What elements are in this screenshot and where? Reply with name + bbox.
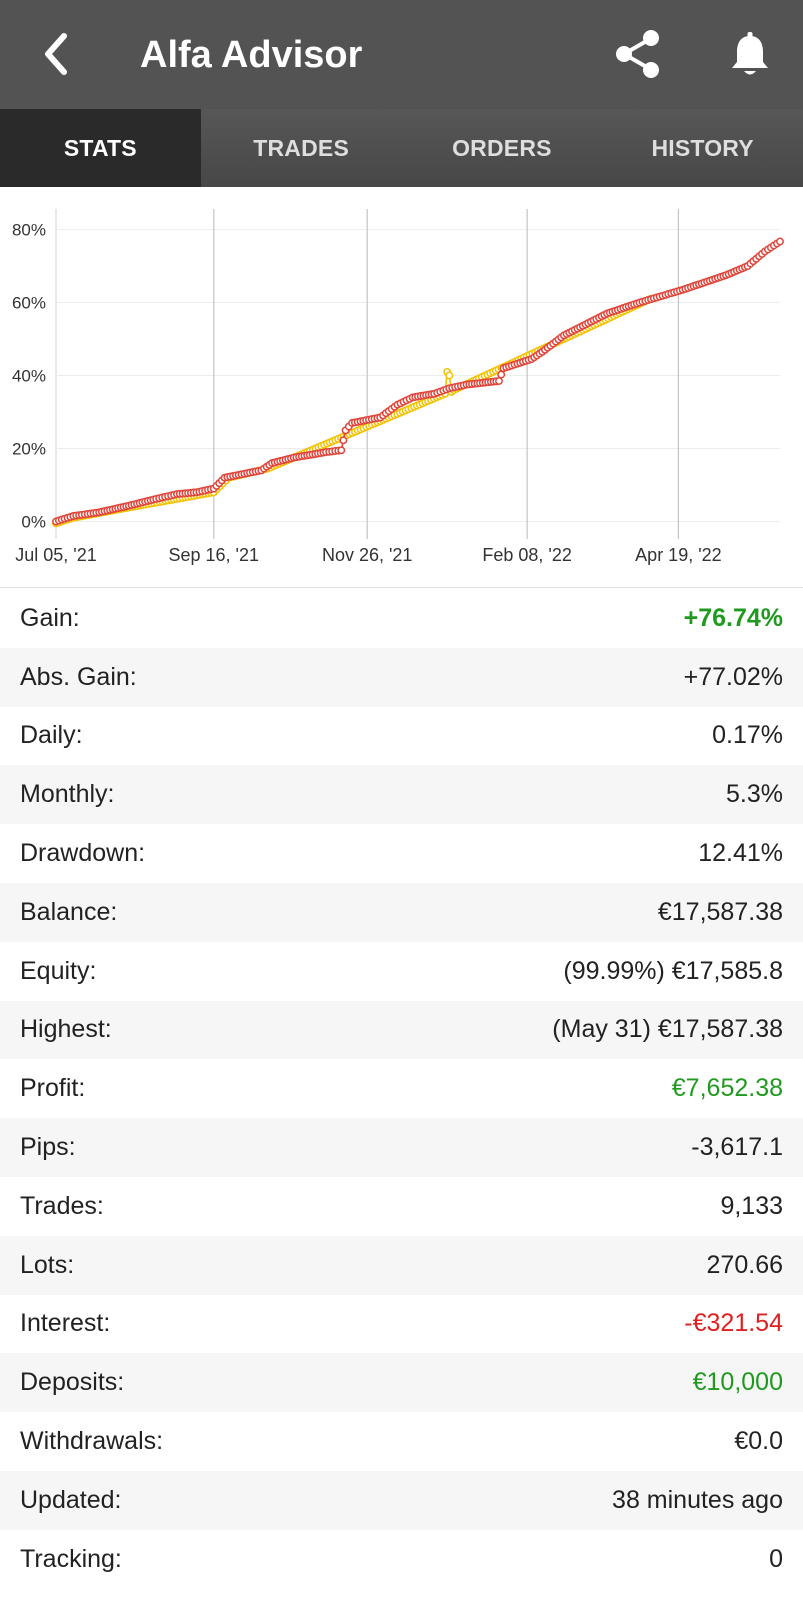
y-tick-label: 80% — [12, 221, 46, 240]
stat-value: 5.3% — [726, 780, 783, 809]
stat-value: (May 31) €17,587.38 — [552, 1015, 783, 1044]
stat-label: Abs. Gain: — [20, 662, 137, 691]
stat-value: +76.74% — [683, 603, 783, 632]
series-line — [55, 240, 781, 523]
x-tick-label: Jul 05, '21 — [15, 545, 97, 565]
stat-row-withdrawals: Withdrawals: €0.0 — [0, 1412, 803, 1471]
stat-value: 270.66 — [706, 1250, 783, 1279]
stat-label: Daily: — [20, 721, 83, 750]
tab-bar: STATS TRADES ORDERS HISTORY — [0, 109, 803, 187]
stat-value: (99.99%) €17,585.8 — [563, 956, 783, 985]
stat-value: €10,000 — [692, 1368, 783, 1397]
bell-icon — [732, 32, 768, 75]
stat-value: 0 — [769, 1544, 783, 1573]
stat-row-interest: Interest: -€321.54 — [0, 1295, 803, 1354]
stat-row-lots: Lots: 270.66 — [0, 1235, 803, 1295]
stat-label: Profit: — [20, 1074, 86, 1103]
tab-history[interactable]: HISTORY — [651, 134, 754, 161]
share-icon — [616, 30, 659, 78]
stat-row-updated: Updated: 38 minutes ago — [0, 1470, 803, 1530]
stat-value: -3,617.1 — [691, 1133, 783, 1162]
stat-row-drawdown: Drawdown: 12.41% — [0, 824, 803, 883]
stat-value: 0.17% — [712, 721, 783, 750]
stat-value: +77.02% — [683, 662, 783, 691]
data-point — [339, 436, 348, 445]
stat-label: Deposits: — [20, 1368, 125, 1397]
x-tick-label: Apr 19, '22 — [635, 545, 722, 565]
stat-label: Interest: — [20, 1309, 111, 1338]
back-button[interactable] — [30, 24, 90, 84]
stat-value: -€321.54 — [684, 1309, 783, 1338]
stat-row-pips: Pips: -3,617.1 — [0, 1118, 803, 1177]
y-tick-label: 0% — [21, 512, 46, 531]
gain-chart: 0% 20% 40% 60% 80% Jul 05, '21 Sep 16, '21 Nov … — [0, 187, 803, 587]
page-title: Alfa Advisor — [140, 34, 363, 76]
stat-value: 9,133 — [720, 1191, 783, 1220]
stat-label: Tracking: — [20, 1544, 122, 1573]
stat-label: Equity: — [20, 956, 97, 985]
chevron-left-icon — [45, 33, 67, 75]
stat-row-equity: Equity: (99.99%) €17,585.8 — [0, 942, 803, 1001]
stat-label: Gain: — [20, 603, 80, 632]
notifications-button[interactable] — [722, 26, 778, 82]
stat-label: Updated: — [20, 1485, 122, 1514]
data-point — [337, 446, 346, 455]
stat-row-deposits: Deposits: €10,000 — [0, 1353, 803, 1413]
stat-label: Pips: — [20, 1133, 76, 1162]
stat-value: 38 minutes ago — [612, 1485, 783, 1514]
data-point — [776, 237, 784, 246]
app-bar: Alfa Advisor — [0, 0, 803, 109]
tab-stats[interactable]: STATS — [0, 109, 201, 187]
x-tick-label: Sep 16, '21 — [169, 545, 260, 565]
stat-label: Drawdown: — [20, 839, 146, 868]
stat-row-tracking: Tracking: 0 — [0, 1530, 803, 1589]
stat-label: Trades: — [20, 1191, 104, 1220]
stat-row-daily: Daily: 0.17% — [0, 707, 803, 766]
x-tick-label: Feb 08, '22 — [482, 545, 572, 565]
stat-value: 12.41% — [698, 839, 783, 868]
stat-row-profit: Profit: €7,652.38 — [0, 1059, 803, 1118]
tab-trades[interactable]: TRADES — [253, 134, 349, 161]
y-tick-label: 40% — [12, 367, 46, 386]
stat-label: Withdrawals: — [20, 1427, 164, 1456]
stat-row-highest: Highest: (May 31) €17,587.38 — [0, 1000, 803, 1060]
data-point — [497, 370, 506, 379]
stat-row-monthly: Monthly: 5.3% — [0, 765, 803, 825]
stat-label: Highest: — [20, 1015, 112, 1044]
tab-orders[interactable]: ORDERS — [452, 134, 552, 161]
stat-value: €0.0 — [734, 1427, 783, 1456]
data-point — [445, 371, 454, 380]
stat-row-gain: Gain: +76.74% — [0, 589, 803, 648]
stats-table: Gain: +76.74% Abs. Gain: +77.02% Daily: … — [0, 589, 803, 1589]
stat-label: Monthly: — [20, 780, 115, 809]
stat-row-abs-gain: Abs. Gain: +77.02% — [0, 647, 803, 707]
divider — [0, 587, 803, 588]
stat-label: Lots: — [20, 1250, 75, 1279]
stat-value: €17,587.38 — [657, 897, 783, 926]
share-button[interactable] — [610, 26, 666, 82]
y-tick-label: 60% — [12, 294, 46, 313]
y-tick-label: 20% — [12, 439, 46, 458]
stat-row-balance: Balance: €17,587.38 — [0, 882, 803, 942]
stat-row-trades: Trades: 9,133 — [0, 1177, 803, 1236]
stat-value: €7,652.38 — [671, 1074, 783, 1103]
x-tick-label: Nov 26, '21 — [322, 545, 413, 565]
gain-chart-svg: 0% 20% 40% 60% 80% Jul 05, '21 Sep 16, '21 Nov … — [12, 209, 784, 565]
data-point — [495, 377, 503, 385]
stat-label: Balance: — [20, 897, 118, 926]
